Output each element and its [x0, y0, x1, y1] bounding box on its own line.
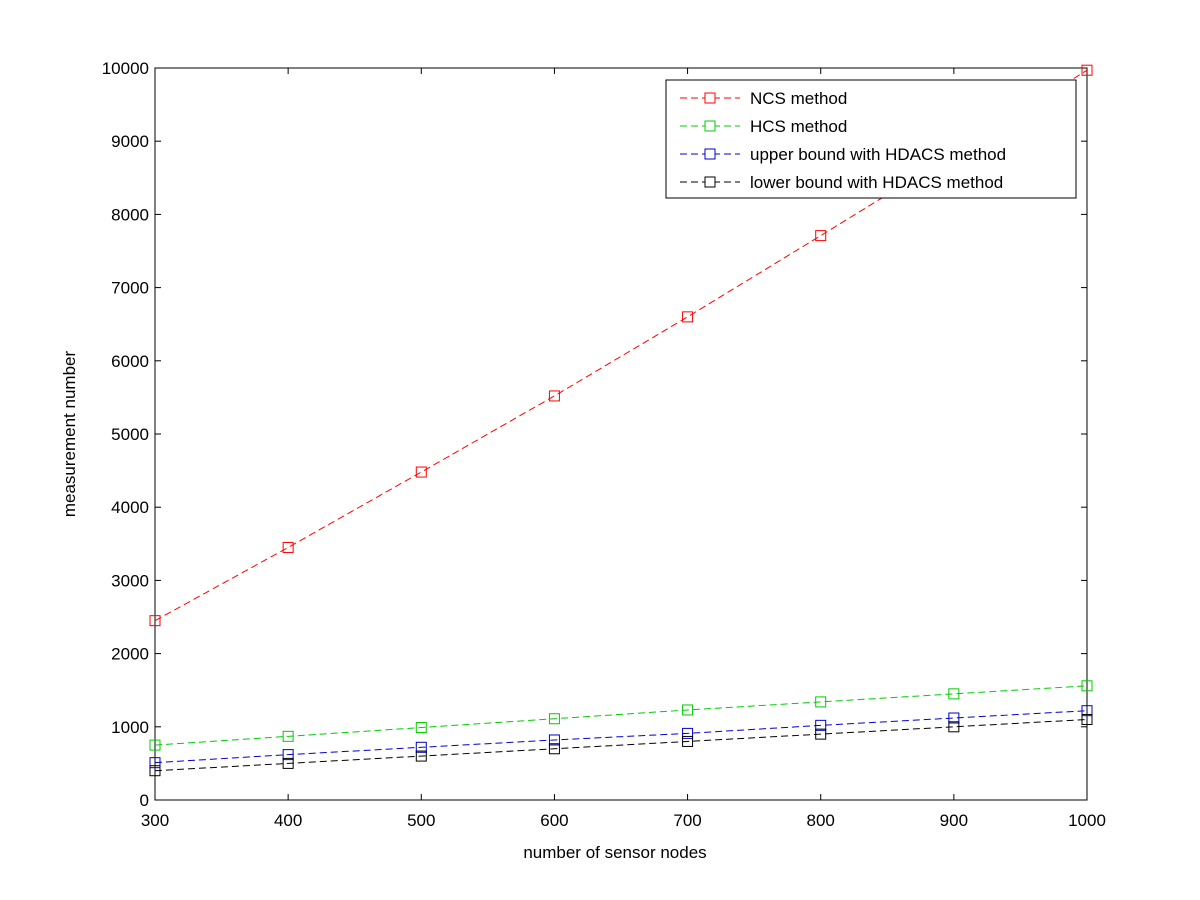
- x-tick-label: 500: [407, 811, 435, 830]
- legend-marker: [704, 176, 716, 188]
- data-point-marker: [282, 749, 294, 761]
- series-line: [154, 69, 1088, 622]
- series-2: [149, 705, 1093, 769]
- y-tick-label: 4000: [111, 498, 149, 517]
- x-tick-label: 400: [274, 811, 302, 830]
- legend-label: NCS method: [750, 89, 847, 108]
- x-tick-label: 900: [940, 811, 968, 830]
- y-axis-label: measurement number: [60, 351, 79, 518]
- x-tick-label: 600: [540, 811, 568, 830]
- legend-marker: [704, 120, 716, 132]
- series-1: [149, 680, 1093, 751]
- data-point-marker: [548, 743, 560, 755]
- data-point-marker: [1081, 680, 1093, 692]
- data-point-marker: [1081, 64, 1093, 76]
- data-point-marker: [815, 728, 827, 740]
- data-point-marker: [548, 713, 560, 725]
- data-point-marker: [149, 757, 161, 769]
- data-point-marker: [415, 750, 427, 762]
- legend-marker: [704, 92, 716, 104]
- series-layer: [149, 64, 1093, 777]
- y-tick-label: 9000: [111, 132, 149, 151]
- data-point-marker: [548, 390, 560, 402]
- y-tick-label: 5000: [111, 425, 149, 444]
- data-point-marker: [282, 541, 294, 553]
- legend-label: lower bound with HDACS method: [750, 173, 1003, 192]
- data-point-marker: [282, 757, 294, 769]
- series-3: [149, 713, 1093, 777]
- data-point-marker: [682, 735, 694, 747]
- data-point-marker: [149, 765, 161, 777]
- y-tick-label: 3000: [111, 571, 149, 590]
- x-tick-label: 800: [807, 811, 835, 830]
- x-tick-label: 700: [673, 811, 701, 830]
- y-tick-label: 0: [140, 791, 149, 810]
- y-tick-label: 6000: [111, 352, 149, 371]
- x-tick-label: 300: [141, 811, 169, 830]
- axis-ticks: 300 400 500 600 700 800 900 1000010002000300040…: [102, 59, 1106, 830]
- data-point-marker: [682, 704, 694, 716]
- data-point-marker: [415, 741, 427, 753]
- data-point-marker: [815, 230, 827, 242]
- y-tick-label: 7000: [111, 279, 149, 298]
- data-point-marker: [282, 730, 294, 742]
- y-tick-label: 2000: [111, 645, 149, 664]
- legend-entry: lower bound with HDACS method: [680, 173, 1003, 192]
- data-point-marker: [682, 311, 694, 323]
- legend-entry: NCS method: [680, 89, 847, 108]
- legend-label: upper bound with HDACS method: [750, 145, 1006, 164]
- legend-label: HCS method: [750, 117, 847, 136]
- data-point-marker: [815, 696, 827, 708]
- legend-box: [665, 79, 1077, 199]
- data-point-marker: [948, 721, 960, 733]
- legend-marker: [704, 148, 716, 160]
- data-point-marker: [1081, 713, 1093, 725]
- data-point-marker: [415, 466, 427, 478]
- data-point-marker: [815, 719, 827, 731]
- data-point-marker: [149, 615, 161, 627]
- x-axis-label: number of sensor nodes: [523, 843, 706, 862]
- x-tick-label: 1000: [1068, 811, 1106, 830]
- data-point-marker: [948, 712, 960, 724]
- series-line: [154, 710, 1088, 764]
- data-point-marker: [548, 734, 560, 746]
- y-tick-label: 10000: [102, 59, 149, 78]
- data-point-marker: [948, 688, 960, 700]
- legend: NCS method HCS method upper bound with HDA…: [665, 79, 1077, 199]
- y-tick-label: 1000: [111, 718, 149, 737]
- data-point-marker: [682, 727, 694, 739]
- data-point-marker: [415, 722, 427, 734]
- series-line: [154, 718, 1088, 772]
- data-point-marker: [149, 739, 161, 751]
- series-line: [154, 685, 1088, 746]
- legend-entry: upper bound with HDACS method: [680, 145, 1006, 164]
- data-point-marker: [1081, 705, 1093, 717]
- y-tick-label: 8000: [111, 205, 149, 224]
- legend-entry: HCS method: [680, 117, 847, 136]
